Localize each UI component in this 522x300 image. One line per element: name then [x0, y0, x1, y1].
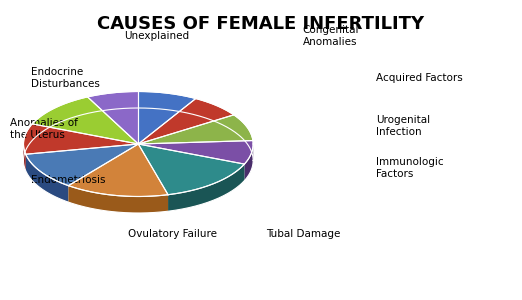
Polygon shape [88, 92, 138, 144]
Polygon shape [138, 115, 253, 144]
Text: Tubal Damage: Tubal Damage [266, 229, 340, 239]
Text: CAUSES OF FEMALE INFERTILITY: CAUSES OF FEMALE INFERTILITY [98, 15, 424, 33]
Text: Ovulatory Failure: Ovulatory Failure [128, 229, 217, 239]
Polygon shape [26, 144, 138, 186]
Text: Acquired Factors: Acquired Factors [376, 73, 462, 83]
Polygon shape [138, 98, 234, 144]
Polygon shape [138, 141, 253, 164]
Polygon shape [26, 154, 68, 202]
Polygon shape [168, 164, 244, 211]
Polygon shape [23, 124, 138, 154]
Polygon shape [68, 144, 168, 196]
Text: Endometriosis: Endometriosis [31, 175, 106, 185]
Text: Congenital
Anomalies: Congenital Anomalies [303, 25, 359, 47]
Polygon shape [23, 144, 26, 171]
Polygon shape [244, 144, 253, 181]
Text: Urogenital
Infection: Urogenital Infection [376, 115, 430, 137]
Text: Anomalies of
the Uterus: Anomalies of the Uterus [10, 118, 78, 140]
Polygon shape [32, 97, 138, 144]
Polygon shape [138, 92, 196, 144]
Polygon shape [68, 186, 168, 213]
Polygon shape [138, 144, 244, 195]
Text: Immunologic
Factors: Immunologic Factors [376, 157, 444, 179]
Text: Endocrine
Disturbances: Endocrine Disturbances [31, 67, 100, 89]
Text: Unexplained: Unexplained [124, 31, 189, 41]
